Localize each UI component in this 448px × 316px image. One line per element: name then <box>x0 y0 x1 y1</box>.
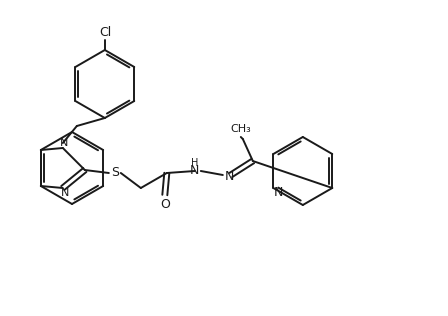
Text: O: O <box>160 198 170 210</box>
Text: N: N <box>60 188 69 198</box>
Text: CH₃: CH₃ <box>230 124 251 134</box>
Text: N: N <box>274 185 283 198</box>
Text: N: N <box>190 163 199 177</box>
Text: H: H <box>191 158 198 168</box>
Text: Cl: Cl <box>100 26 112 39</box>
Text: N: N <box>60 138 68 148</box>
Text: N: N <box>225 171 234 184</box>
Text: S: S <box>111 167 119 179</box>
